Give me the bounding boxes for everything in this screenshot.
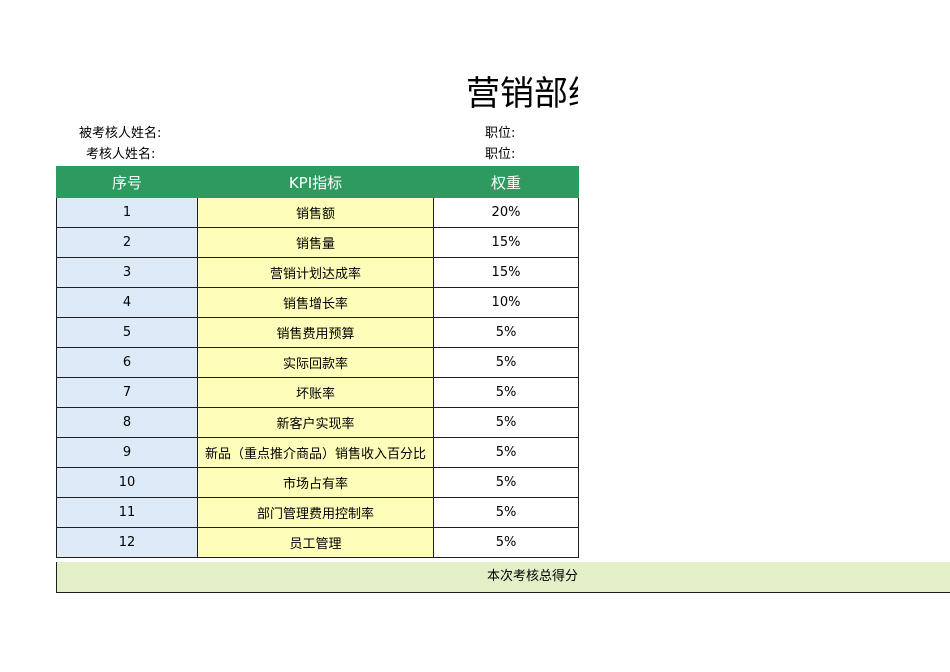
table-row: 7 坏账率 5% [56, 377, 579, 408]
seq-cell: 12 [56, 527, 198, 558]
table-row: 11 部门管理费用控制率 5% [56, 497, 579, 528]
header-seq: 序号 [56, 166, 198, 198]
table-row: 8 新客户实现率 5% [56, 407, 579, 438]
table-row: 12 员工管理 5% [56, 527, 579, 558]
weight-cell: 10% [433, 287, 579, 318]
weight-cell: 5% [433, 467, 579, 498]
kpi-cell: 营销计划达成率 [197, 257, 434, 288]
kpi-cell: 销售量 [197, 227, 434, 258]
seq-cell: 3 [56, 257, 198, 288]
weight-cell: 5% [433, 347, 579, 378]
total-score-row: 本次考核总得分 [56, 562, 950, 593]
assessor-name-label: 考核人姓名: [86, 147, 156, 162]
position-label-1: 职位: [485, 126, 516, 141]
kpi-cell: 销售费用预算 [197, 317, 434, 348]
table-row: 5 销售费用预算 5% [56, 317, 579, 348]
table-row: 10 市场占有率 5% [56, 467, 579, 498]
kpi-cell: 新客户实现率 [197, 407, 434, 438]
weight-cell: 20% [433, 197, 579, 228]
page-title: 营销部绩 [466, 74, 578, 114]
seq-cell: 10 [56, 467, 198, 498]
seq-cell: 5 [56, 317, 198, 348]
header-kpi: KPI指标 [197, 166, 434, 198]
kpi-cell: 市场占有率 [197, 467, 434, 498]
weight-cell: 5% [433, 377, 579, 408]
weight-cell: 15% [433, 227, 579, 258]
weight-cell: 5% [433, 437, 579, 468]
kpi-cell: 员工管理 [197, 527, 434, 558]
weight-cell: 5% [433, 407, 579, 438]
seq-cell: 7 [56, 377, 198, 408]
seq-cell: 11 [56, 497, 198, 528]
table-header-row: 序号 KPI指标 权重 [56, 166, 579, 198]
table-row: 4 销售增长率 10% [56, 287, 579, 318]
kpi-table: 序号 KPI指标 权重 1 销售额 20% 2 销售量 15% 3 营销计划达成率 15% 4 销售… [56, 166, 579, 558]
seq-cell: 1 [56, 197, 198, 228]
kpi-cell: 销售额 [197, 197, 434, 228]
table-row: 9 新品（重点推介商品）销售收入百分比 5% [56, 437, 579, 468]
weight-cell: 5% [433, 317, 579, 348]
weight-cell: 15% [433, 257, 579, 288]
kpi-cell: 部门管理费用控制率 [197, 497, 434, 528]
table-row: 3 营销计划达成率 15% [56, 257, 579, 288]
weight-cell: 5% [433, 497, 579, 528]
position-label-2: 职位: [485, 147, 516, 162]
total-score-label: 本次考核总得分 [486, 569, 578, 584]
header-weight: 权重 [433, 166, 579, 198]
table-row: 2 销售量 15% [56, 227, 579, 258]
seq-cell: 4 [56, 287, 198, 318]
assessee-name-label: 被考核人姓名: [79, 126, 162, 141]
kpi-cell: 新品（重点推介商品）销售收入百分比 [197, 437, 434, 468]
table-row: 1 销售额 20% [56, 197, 579, 228]
kpi-cell: 坏账率 [197, 377, 434, 408]
table-row: 6 实际回款率 5% [56, 347, 579, 378]
kpi-cell: 销售增长率 [197, 287, 434, 318]
seq-cell: 6 [56, 347, 198, 378]
seq-cell: 2 [56, 227, 198, 258]
weight-cell: 5% [433, 527, 579, 558]
seq-cell: 9 [56, 437, 198, 468]
seq-cell: 8 [56, 407, 198, 438]
kpi-cell: 实际回款率 [197, 347, 434, 378]
